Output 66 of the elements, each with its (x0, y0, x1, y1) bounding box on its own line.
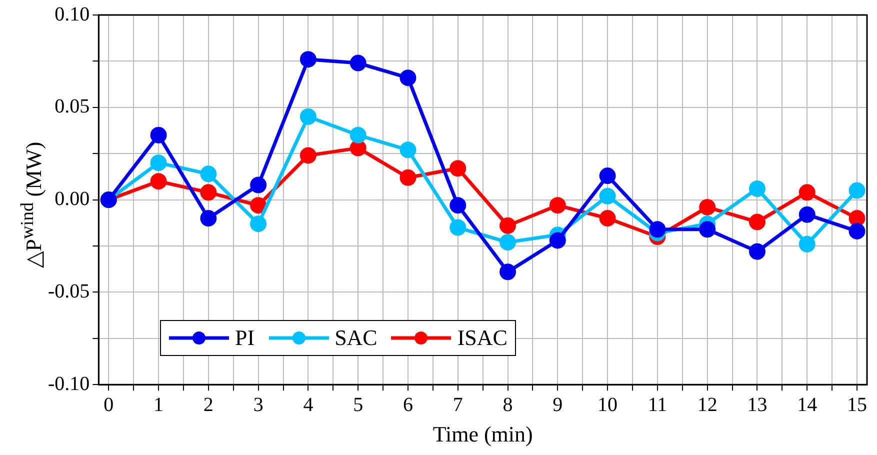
point (150, 154, 167, 172)
point (549, 197, 566, 214)
y-tick-label: 0.10 (54, 3, 90, 26)
y-tick-label: -0.10 (48, 372, 90, 395)
point (350, 54, 366, 72)
point (300, 147, 316, 164)
point (450, 219, 466, 236)
x-tick-label: 3 (253, 394, 264, 416)
point (300, 108, 316, 125)
point (400, 70, 416, 86)
point (848, 182, 866, 199)
point (748, 214, 766, 230)
point (798, 184, 816, 201)
point (798, 236, 816, 252)
point (599, 188, 616, 204)
point (649, 221, 666, 238)
x-tick-label: 5 (353, 394, 364, 416)
x-tick-label: 6 (402, 394, 413, 416)
point (500, 264, 516, 280)
point (150, 173, 167, 190)
x-tick-label: 4 (303, 394, 314, 416)
x-tick-label: 9 (552, 394, 563, 416)
point (200, 184, 217, 201)
point (300, 51, 316, 68)
point (748, 243, 766, 260)
x-tick-label: 1 (154, 394, 164, 416)
point (848, 210, 866, 227)
x-tick-label: 11 (648, 394, 668, 416)
legend-label: PI (235, 325, 255, 351)
y-tick-label: 0.05 (54, 96, 90, 118)
x-axis-title: Time (min) (432, 422, 533, 447)
x-tick-label: 8 (502, 394, 513, 416)
point (599, 168, 616, 184)
point (450, 160, 466, 177)
point (200, 166, 217, 182)
point (200, 210, 217, 227)
point (350, 126, 366, 144)
x-tick-label: 15 (847, 394, 868, 416)
x-tick-label: 10 (598, 394, 618, 416)
point (400, 169, 416, 186)
y-tick-label: -0.05 (48, 280, 90, 302)
point (350, 140, 366, 156)
point (798, 206, 816, 223)
point (699, 198, 716, 216)
legend-label: SAC (334, 325, 378, 351)
point (250, 176, 267, 194)
point (250, 197, 267, 214)
point (549, 232, 566, 249)
x-tick-label: 7 (452, 394, 463, 416)
y-tick-label: 0.00 (54, 188, 90, 210)
point (450, 197, 466, 214)
x-tick-label: 2 (203, 394, 214, 416)
point (500, 234, 516, 251)
legend-label: ISAC (457, 325, 508, 351)
point (500, 217, 516, 234)
x-tick-label: 13 (747, 394, 768, 416)
x-tick-label: 12 (697, 394, 718, 416)
x-tick-label: 14 (797, 394, 818, 416)
point (699, 221, 716, 238)
point (250, 216, 267, 232)
point (400, 142, 416, 158)
x-tick-label: 0 (104, 394, 114, 416)
point (848, 222, 866, 240)
point (748, 180, 766, 197)
point (599, 210, 616, 227)
point (150, 126, 167, 144)
